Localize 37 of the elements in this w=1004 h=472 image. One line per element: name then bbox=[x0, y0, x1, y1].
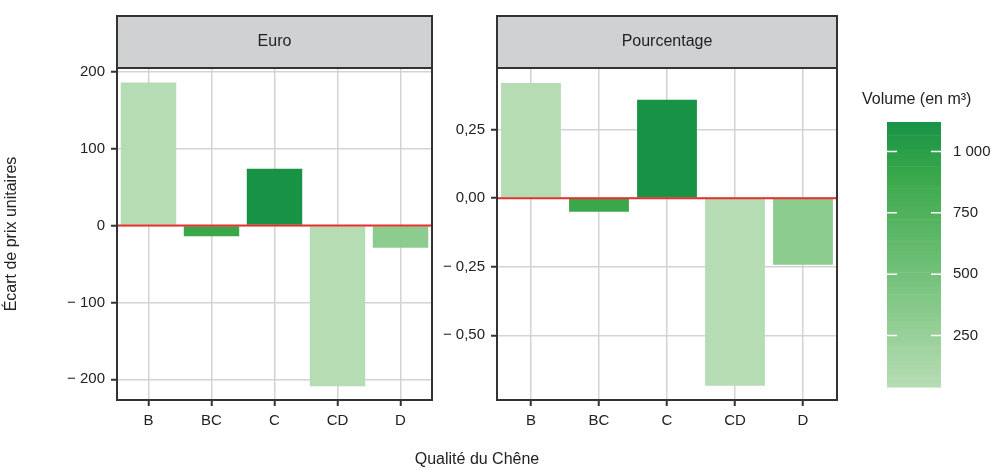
chart-title: Pourcentage bbox=[621, 32, 713, 50]
bar bbox=[501, 83, 561, 198]
y-tick-label: − 0,25 bbox=[442, 256, 485, 274]
x-tick-label: BC bbox=[588, 411, 610, 429]
y-axis-title: Écart de prix unitaires bbox=[1, 156, 20, 312]
x-axis-title: Qualité du Chêne bbox=[413, 450, 541, 468]
color-bar-title: Volume (en m³) bbox=[862, 90, 972, 108]
x-tick-label: C bbox=[269, 411, 281, 429]
bar bbox=[120, 82, 177, 225]
bar bbox=[569, 198, 629, 212]
x-tick-label: C bbox=[661, 411, 673, 429]
y-tick-label: 200 bbox=[79, 61, 105, 79]
bar bbox=[309, 226, 366, 387]
y-tick-label: 0 bbox=[96, 215, 105, 233]
chart-title: Euro bbox=[257, 32, 292, 50]
y-tick-label: − 0,50 bbox=[442, 325, 485, 343]
color-bar-label: 250 bbox=[953, 325, 979, 343]
bar bbox=[637, 99, 697, 198]
bar bbox=[773, 198, 833, 265]
bar bbox=[246, 168, 303, 225]
x-tick-label: D bbox=[395, 411, 407, 429]
color-bar-label: 750 bbox=[953, 202, 979, 220]
x-tick-label: B bbox=[143, 411, 154, 429]
x-tick-label: CD bbox=[724, 411, 746, 429]
x-tick-label: BC bbox=[201, 411, 223, 429]
y-tick-label: 0,25 bbox=[455, 119, 485, 137]
y-tick-label: − 200 bbox=[67, 369, 105, 387]
bar bbox=[705, 198, 765, 386]
bar bbox=[372, 226, 429, 248]
x-tick-label: CD bbox=[326, 411, 349, 429]
x-tick-label: B bbox=[525, 411, 537, 429]
color-bar-label: 1 000 bbox=[953, 141, 991, 159]
y-tick-label: − 100 bbox=[67, 292, 105, 310]
y-tick-label: 0,00 bbox=[455, 188, 485, 206]
color-bar-label: 500 bbox=[953, 264, 979, 282]
x-tick-label: D bbox=[797, 411, 809, 429]
y-tick-label: 100 bbox=[79, 138, 105, 156]
